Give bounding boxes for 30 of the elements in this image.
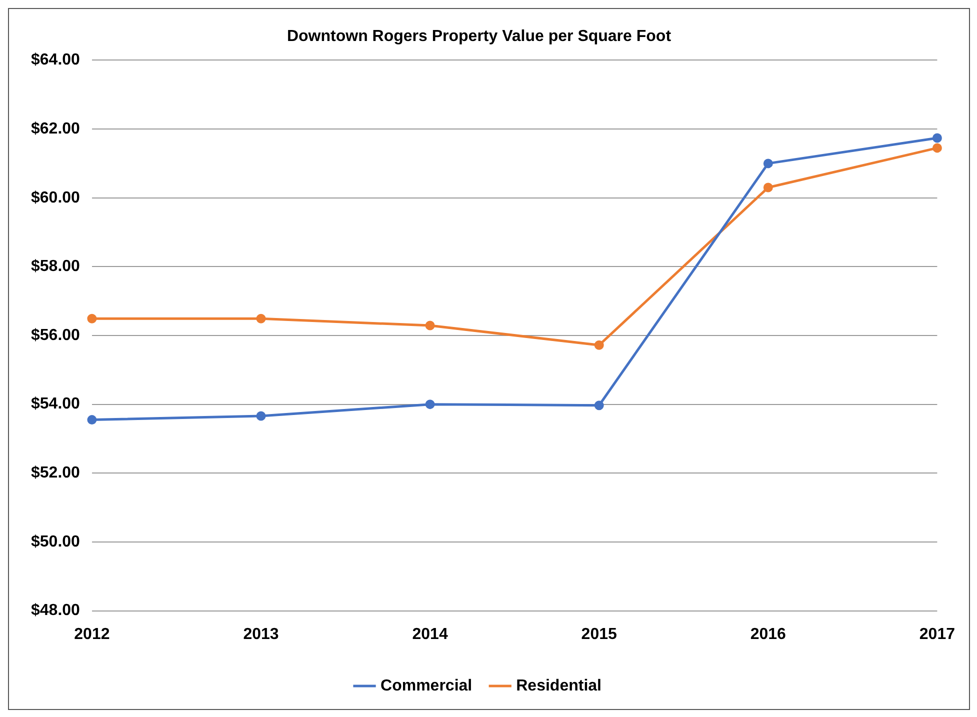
y-tick-label: $62.00 bbox=[31, 120, 80, 138]
y-tick-label: $48.00 bbox=[31, 602, 80, 620]
y-tick-label: $54.00 bbox=[31, 396, 80, 413]
y-tick-label: $50.00 bbox=[31, 533, 80, 550]
x-tick-label: 2014 bbox=[412, 626, 448, 643]
point bbox=[256, 411, 266, 421]
y-tick-label: $64.00 bbox=[31, 52, 80, 69]
legend-label: Commercial bbox=[380, 677, 472, 694]
point bbox=[763, 158, 773, 168]
point bbox=[594, 340, 604, 350]
point bbox=[594, 400, 604, 410]
y-tick-label: $56.00 bbox=[31, 326, 80, 344]
x-tick-label: 2012 bbox=[74, 626, 110, 643]
x-tick-label: 2015 bbox=[581, 626, 617, 643]
point bbox=[87, 314, 97, 324]
x-tick-label: 2013 bbox=[243, 626, 279, 643]
point bbox=[425, 320, 435, 330]
point bbox=[425, 400, 435, 410]
y-tick-label: $52.00 bbox=[31, 464, 80, 482]
point bbox=[932, 143, 942, 153]
chart-title: Downtown Rogers Property Value per Square Foot bbox=[286, 28, 672, 46]
point bbox=[256, 314, 266, 324]
x-tick-label: 2016 bbox=[750, 626, 786, 643]
y-tick-label: $58.00 bbox=[31, 258, 80, 276]
point bbox=[932, 133, 942, 143]
y-tick-label: $60.00 bbox=[31, 189, 80, 206]
point bbox=[763, 182, 773, 192]
point bbox=[87, 415, 97, 425]
legend-label: Residential bbox=[516, 677, 602, 694]
x-tick-label: 2017 bbox=[919, 626, 956, 643]
